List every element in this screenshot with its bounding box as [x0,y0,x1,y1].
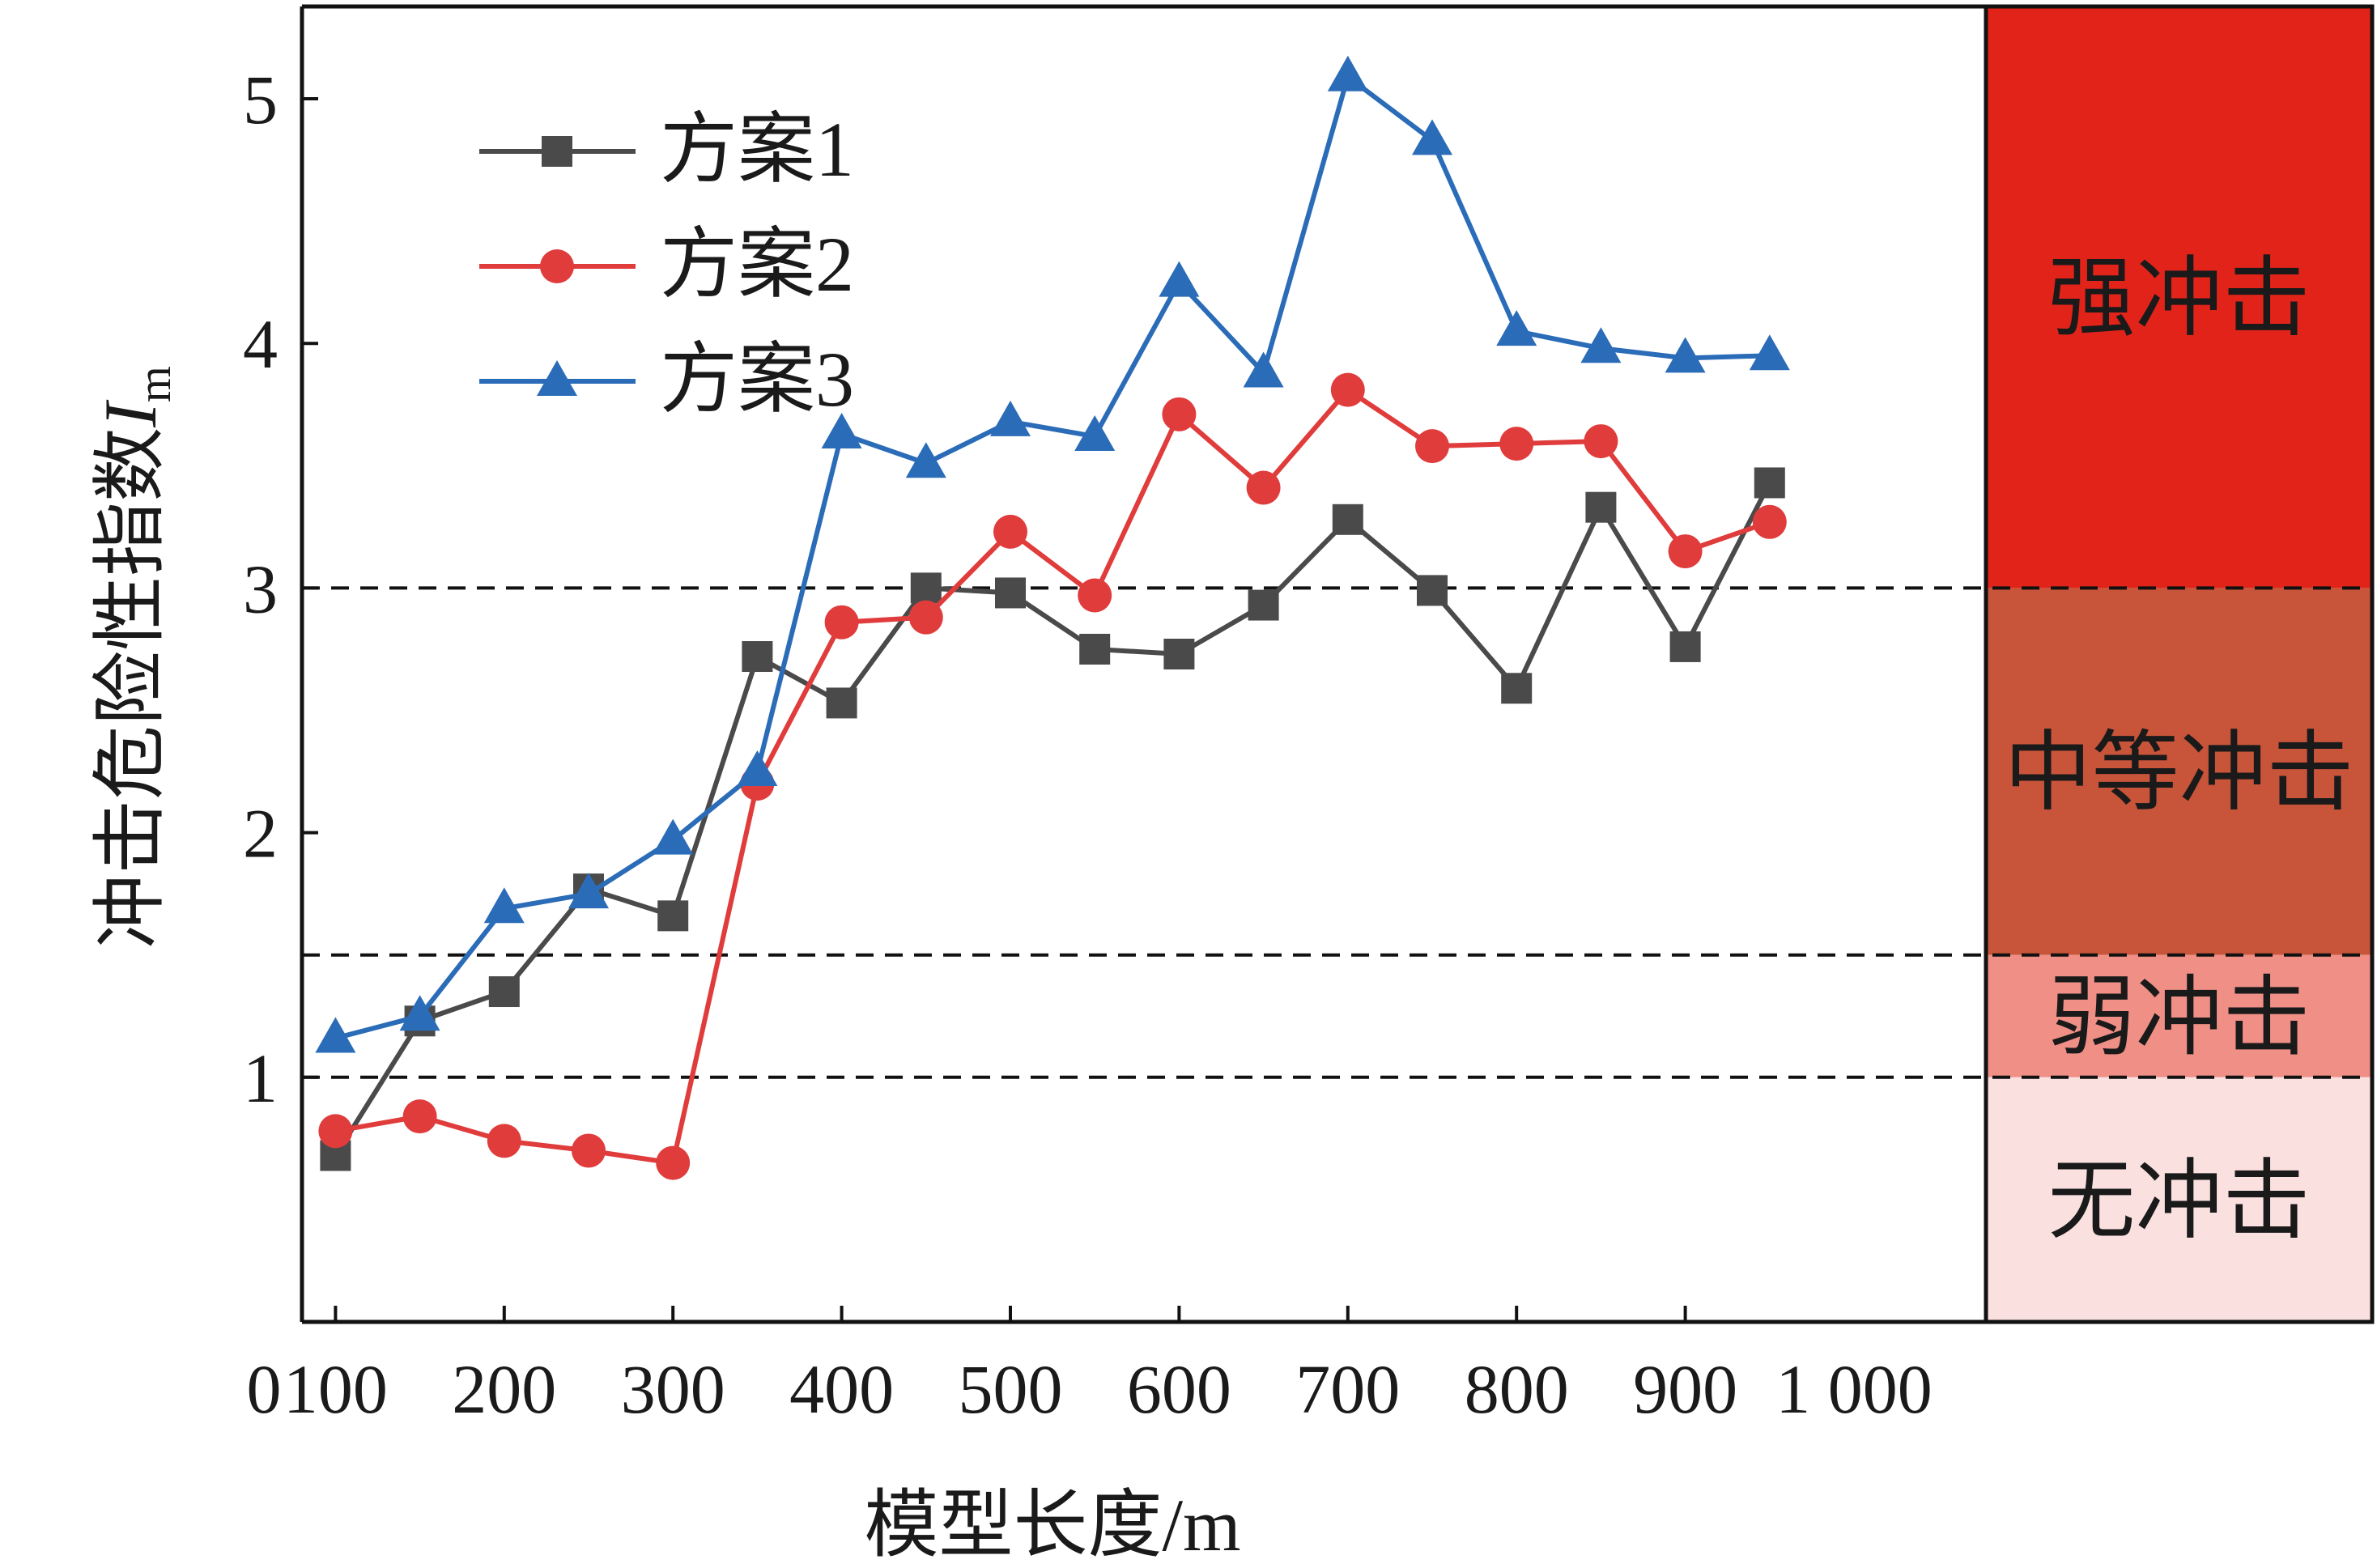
data-point [318,1114,353,1149]
data-point [1074,415,1116,452]
legend-label: 方案2 [660,221,854,308]
data-point [568,873,609,909]
data-point [315,1017,356,1053]
data-point [656,1145,691,1180]
y-tick-label: 1 [243,1039,278,1117]
x-tick-label: 600 [1127,1350,1231,1428]
zone-label: 中等冲击 [2004,722,2354,823]
data-point [483,887,525,924]
data-point [990,400,1031,436]
axes: 1 2 3 4 5 0 100 200 300 400 500 600 700 800 900 1 000 [243,4,2372,1428]
legend-label: 方案3 [660,336,854,423]
data-point [1669,631,1701,662]
x-tick-label: 800 [1465,1350,1569,1428]
data-point [826,687,857,719]
data-point [742,641,773,673]
data-point [399,995,440,1031]
threshold-lines [302,586,2372,1079]
data-point [1079,633,1111,665]
zone-rect [1986,954,2372,1077]
axis-labels: 模型长度/m 冲击危险性指数Im [89,366,1241,1566]
zone-label: 强冲击 [2047,248,2310,349]
data-point [1246,470,1281,505]
data-series [315,55,1790,1180]
data-point [1501,673,1533,704]
x-tick-label: 1 000 [1775,1350,1933,1428]
zone-label: 弱冲击 [2047,967,2310,1068]
data-point [993,514,1027,549]
x-axis-title: 模型长度/m [864,1484,1240,1566]
data-point [657,900,689,932]
data-point [1327,55,1368,91]
data-point [1665,337,1706,373]
legend-marker [540,249,574,283]
data-point [1415,429,1449,464]
legend-label: 方案1 [660,106,854,193]
data-point [488,976,520,1008]
data-point [1243,351,1284,388]
data-point [1585,491,1617,523]
data-point [1417,575,1448,606]
data-point [1412,119,1452,155]
series-line [333,482,1772,1158]
x-tick-label: 300 [621,1350,725,1428]
data-point [1162,397,1197,431]
data-point [995,577,1026,609]
data-point [910,572,942,604]
data-point [1163,638,1195,669]
zone-rect [1986,6,2372,589]
data-point [1580,327,1622,363]
zone-rect [1986,588,2372,955]
legend-marker [542,136,572,167]
data-point [824,605,859,640]
data-point [737,750,778,787]
series-line [334,72,1770,1041]
data-point [572,1133,606,1168]
data-point [1754,467,1785,499]
legend: 方案1 方案2 方案3 [479,106,854,423]
x-tick-label: 100 [283,1350,388,1428]
data-point [1499,427,1534,461]
data-point [653,818,694,855]
data-point [1159,261,1200,297]
y-tick-label: 5 [243,61,278,138]
data-point [487,1124,521,1158]
y-axis-title: 冲击危险性指数Im [89,366,181,949]
data-point [905,442,946,478]
data-point [1584,424,1618,459]
zone-label: 无冲击 [2047,1150,2310,1251]
x-tick-label: 0 [247,1350,282,1428]
x-tick-label: 700 [1295,1350,1400,1428]
data-point [1749,334,1790,371]
y-tick-label: 2 [243,795,278,873]
legend-marker [537,360,577,396]
x-tick-label: 900 [1633,1350,1737,1428]
data-point [1752,504,1787,539]
y-tick-label: 3 [243,550,278,627]
data-point [1332,504,1363,535]
series-line [334,386,1771,1166]
data-point [1248,589,1279,621]
data-point [1330,372,1365,407]
x-tick-label: 200 [452,1350,556,1428]
data-point [908,600,943,635]
y-tick-label: 4 [243,305,278,383]
data-point [1496,310,1537,346]
zone-rect [1986,1077,2372,1322]
x-tick-label: 500 [959,1350,1063,1428]
data-point [1078,578,1112,613]
x-tick-label: 400 [789,1350,894,1428]
data-point [821,413,862,449]
data-point [1668,534,1703,569]
data-point [402,1099,437,1134]
